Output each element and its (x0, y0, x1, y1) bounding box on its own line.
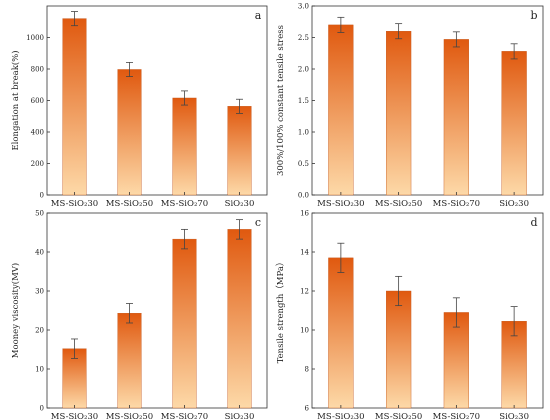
chart-panel-b: 0.0 0.5 1.0 1.5 2.0 2.5 3.0 300%/100% constant … (276, 3, 544, 209)
y-tick-label: 20 (35, 327, 44, 335)
error-bar (71, 11, 78, 27)
bar-1 (328, 257, 354, 409)
error-bar (236, 98, 243, 114)
y-tick-label: 0 (40, 405, 44, 413)
category-label: MS-SiO₂70 (161, 199, 208, 209)
y-tick-label: 0.0 (298, 192, 309, 200)
error-bar (395, 275, 403, 307)
error-bar (181, 228, 188, 250)
y-tick-label: 0.5 (298, 160, 309, 168)
y-tick-label: 10 (35, 366, 44, 374)
y-tick-label: 2.0 (298, 66, 309, 74)
bar-4 (501, 51, 527, 196)
bar-3 (172, 97, 197, 196)
y-tick-label: 200 (31, 160, 44, 168)
category-label: MS-SiO₂50 (375, 199, 422, 209)
category-label: SiO₂30 (225, 199, 255, 209)
y-tick-label: 0 (40, 192, 44, 200)
y-tick-label: 2.5 (298, 34, 309, 42)
panel-letter: c (255, 216, 261, 229)
plot-frame (46, 212, 268, 409)
category-label: MS-SiO₂50 (106, 412, 153, 420)
y-tick-label: 1.5 (298, 97, 309, 105)
bar-3 (172, 238, 197, 409)
category-label: MS-SiO₂70 (433, 412, 480, 420)
category-label: MS-SiO₂30 (317, 199, 364, 209)
chart-panel-d: 6 8 10 12 14 16 Tensile strength（MPa） d MS-SiO₂3… (275, 210, 544, 420)
y-tick-label: 1.0 (298, 129, 309, 137)
y-axis-label: Mooney viscosity(MV) (10, 263, 21, 358)
y-tick-label: 50 (35, 210, 44, 218)
y-tick-label: 16 (300, 210, 309, 218)
y-tick-label: 10 (300, 327, 309, 335)
y-tick-label: 40 (35, 249, 44, 257)
category-label: MS-SiO₂30 (317, 412, 364, 420)
y-tick-label: 1000 (26, 34, 44, 42)
category-label: SiO₂30 (499, 412, 529, 420)
panel-letter: d (530, 216, 537, 229)
error-bar (337, 242, 345, 273)
bar-3 (443, 39, 469, 196)
error-bar (71, 338, 78, 359)
y-tick-label: 8 (305, 366, 309, 374)
error-bar (510, 43, 518, 60)
y-tick-label: 400 (31, 129, 44, 137)
category-label: SiO₂30 (225, 412, 255, 420)
y-tick-label: 12 (300, 288, 309, 296)
y-tick-label: 800 (31, 66, 44, 74)
error-bar (510, 306, 518, 337)
category-label: MS-SiO₂70 (161, 412, 208, 420)
y-axis-label: Elongation at break(%) (10, 50, 21, 150)
bar-2 (117, 313, 142, 409)
bar-4 (227, 106, 252, 196)
y-tick-label: 14 (300, 249, 309, 257)
error-bar (126, 61, 133, 77)
bar-1 (62, 18, 87, 196)
chart-panel-c: 0 10 20 30 40 50 Mooney viscosity(MV) c MS-SiO₂3… (10, 210, 268, 420)
error-bar (236, 219, 243, 240)
y-tick-label: 6 (305, 405, 310, 413)
bar-3 (443, 312, 469, 409)
y-tick-label: 30 (35, 288, 44, 296)
bar-2 (386, 290, 412, 409)
panel-letter: b (530, 9, 537, 22)
bar-4 (227, 229, 252, 409)
category-label: MS-SiO₂50 (375, 412, 422, 420)
category-label: MS-SiO₂70 (433, 199, 480, 209)
plot-frame (311, 212, 544, 409)
bar-2 (117, 69, 142, 196)
panel-letter: a (255, 9, 262, 22)
y-tick-label: 600 (31, 97, 44, 105)
category-label: MS-SiO₂30 (51, 199, 98, 209)
y-axis-label: 300%/100% constant tensile stress (276, 25, 286, 176)
error-bar (395, 23, 403, 40)
error-bar (181, 90, 188, 106)
category-label: MS-SiO₂30 (51, 412, 98, 420)
bar-1 (328, 24, 354, 196)
bar-2 (386, 31, 412, 196)
chart-panel-a: 0 200 400 600 800 1000 Elongation at break(%) a… (10, 5, 268, 209)
y-tick-label: 3.0 (298, 3, 309, 11)
y-axis-label: Tensile strength（MPa） (275, 258, 286, 364)
error-bar (126, 303, 133, 324)
category-label: SiO₂30 (499, 199, 529, 209)
error-bar (337, 16, 345, 33)
error-bar (452, 31, 460, 48)
error-bar (452, 297, 460, 328)
category-label: MS-SiO₂50 (106, 199, 153, 209)
